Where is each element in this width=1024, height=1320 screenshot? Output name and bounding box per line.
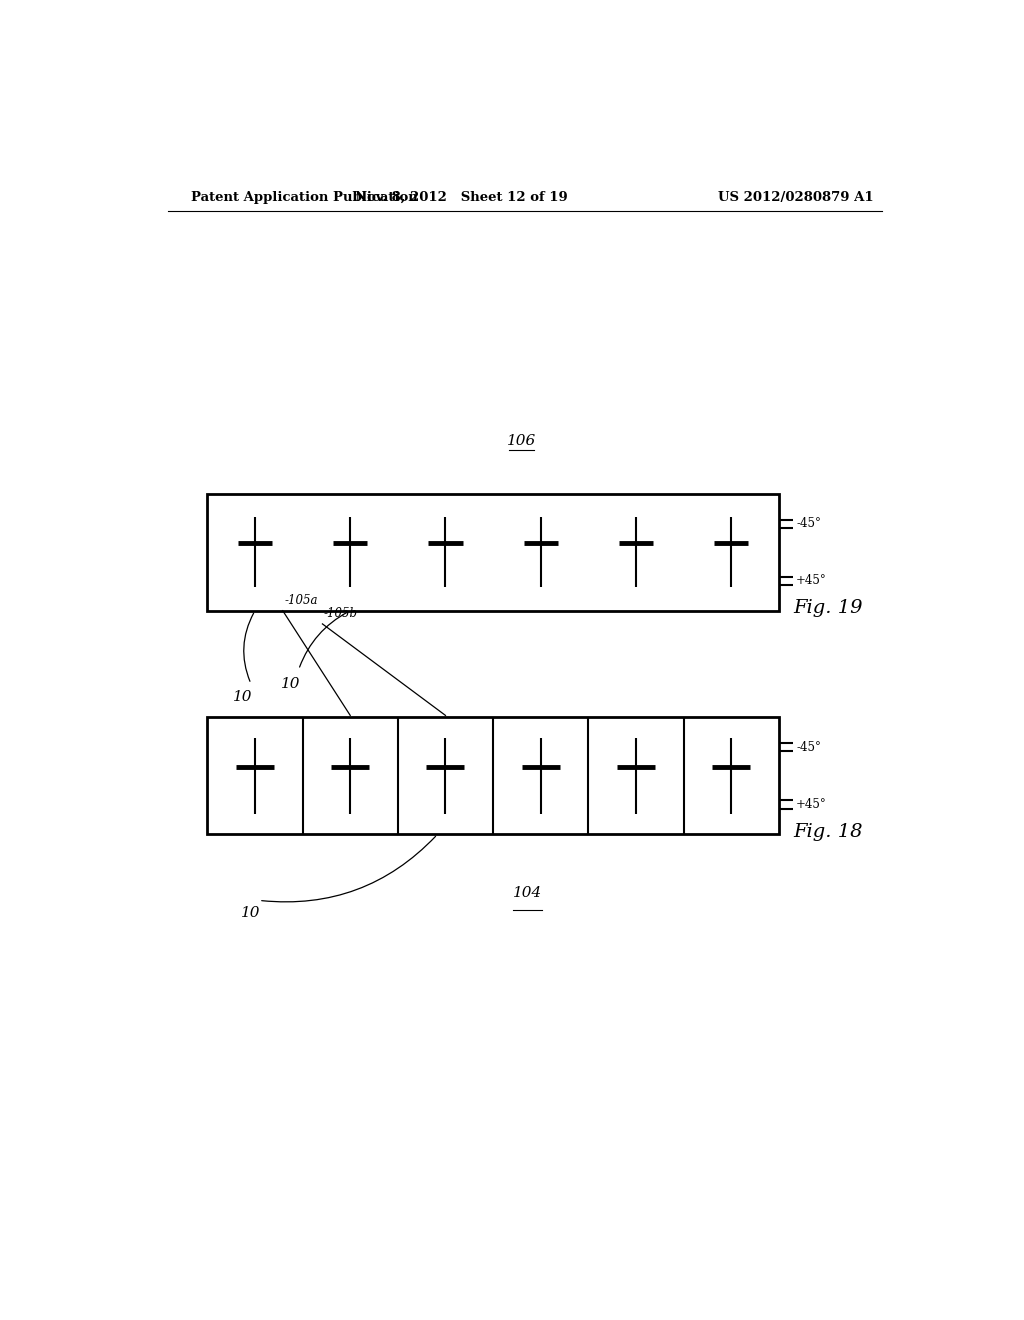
Text: Fig. 19: Fig. 19: [793, 599, 862, 618]
Text: +45°: +45°: [797, 574, 827, 587]
Text: -45°: -45°: [797, 741, 821, 754]
Text: 10: 10: [281, 677, 300, 690]
Text: Fig. 18: Fig. 18: [793, 822, 862, 841]
Text: +45°: +45°: [797, 799, 827, 810]
Text: 106: 106: [507, 434, 537, 447]
Text: 104: 104: [513, 886, 542, 900]
Text: 10: 10: [242, 906, 261, 920]
Text: -105b: -105b: [324, 607, 358, 620]
Text: 10: 10: [233, 690, 253, 704]
Text: US 2012/0280879 A1: US 2012/0280879 A1: [719, 190, 873, 203]
Text: -105a: -105a: [285, 594, 317, 607]
Text: Patent Application Publication: Patent Application Publication: [191, 190, 418, 203]
Bar: [207, 718, 778, 834]
Bar: [207, 494, 778, 611]
Text: Nov. 8, 2012   Sheet 12 of 19: Nov. 8, 2012 Sheet 12 of 19: [355, 190, 567, 203]
Text: -45°: -45°: [797, 517, 821, 531]
